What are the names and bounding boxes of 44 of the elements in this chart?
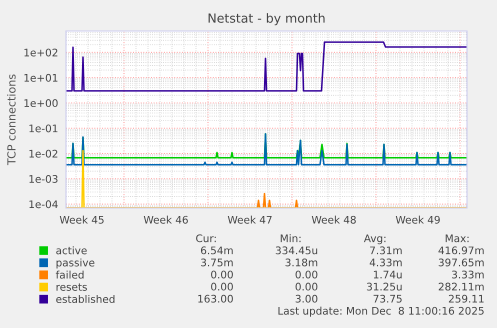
text: Min: xyxy=(280,234,301,242)
text: 416.97m xyxy=(438,246,484,254)
text: Max: xyxy=(446,234,469,242)
text: 0.00 xyxy=(296,282,318,291)
text: 3.75m xyxy=(201,258,233,266)
chart-title: Netstat - by month xyxy=(208,13,325,26)
text: 3.00 xyxy=(296,294,318,303)
text: 3.33m xyxy=(452,270,484,278)
text: 4.33m xyxy=(370,258,402,266)
y-tick-label: 1e-04 xyxy=(29,200,58,208)
y-tick-label: 1e+01 xyxy=(24,74,58,82)
text: 6.54m xyxy=(200,246,233,254)
x-tick-label: Week 45 xyxy=(60,216,104,224)
text: 334.45u xyxy=(276,246,318,254)
x-tick-label: Week 46 xyxy=(144,216,188,224)
text: 397.65m xyxy=(438,258,484,266)
x-tick-label: Week 49 xyxy=(396,216,440,224)
text: 163.00 xyxy=(198,294,233,303)
y-tick-label: 1e+00 xyxy=(24,99,58,108)
y-axis-title: TCP connections xyxy=(7,74,16,166)
legend-label: resets xyxy=(56,283,87,291)
text: 282.11m xyxy=(438,282,484,291)
text: 7.31m xyxy=(370,246,402,254)
x-tick-label: Week 48 xyxy=(312,216,356,224)
legend-label: established xyxy=(56,294,114,304)
x-tick-label: Week 47 xyxy=(228,216,272,224)
text: Cur: xyxy=(196,234,216,242)
y-tick-label: 1e-01 xyxy=(29,124,58,132)
text: 1.74u xyxy=(374,270,402,278)
legend-label: active xyxy=(56,246,87,254)
text: Last update: Mon Dec 8 11:00:16 2025 xyxy=(278,306,484,317)
legend-label: failed xyxy=(56,270,84,279)
legend-label: passive xyxy=(56,258,94,269)
y-tick-label: 1e-02 xyxy=(29,150,58,158)
y-tick-label: 1e+02 xyxy=(24,48,58,56)
text: 259.11 xyxy=(448,294,484,303)
text: Avg: xyxy=(364,234,386,244)
text: 0.00 xyxy=(211,282,233,291)
text: 31.25u xyxy=(366,282,402,291)
text: 0.00 xyxy=(211,270,233,278)
text: 0.00 xyxy=(296,270,318,278)
text: 73.75 xyxy=(374,294,402,303)
y-tick-label: 1e-03 xyxy=(29,175,58,183)
text: 3.18m xyxy=(286,258,318,266)
